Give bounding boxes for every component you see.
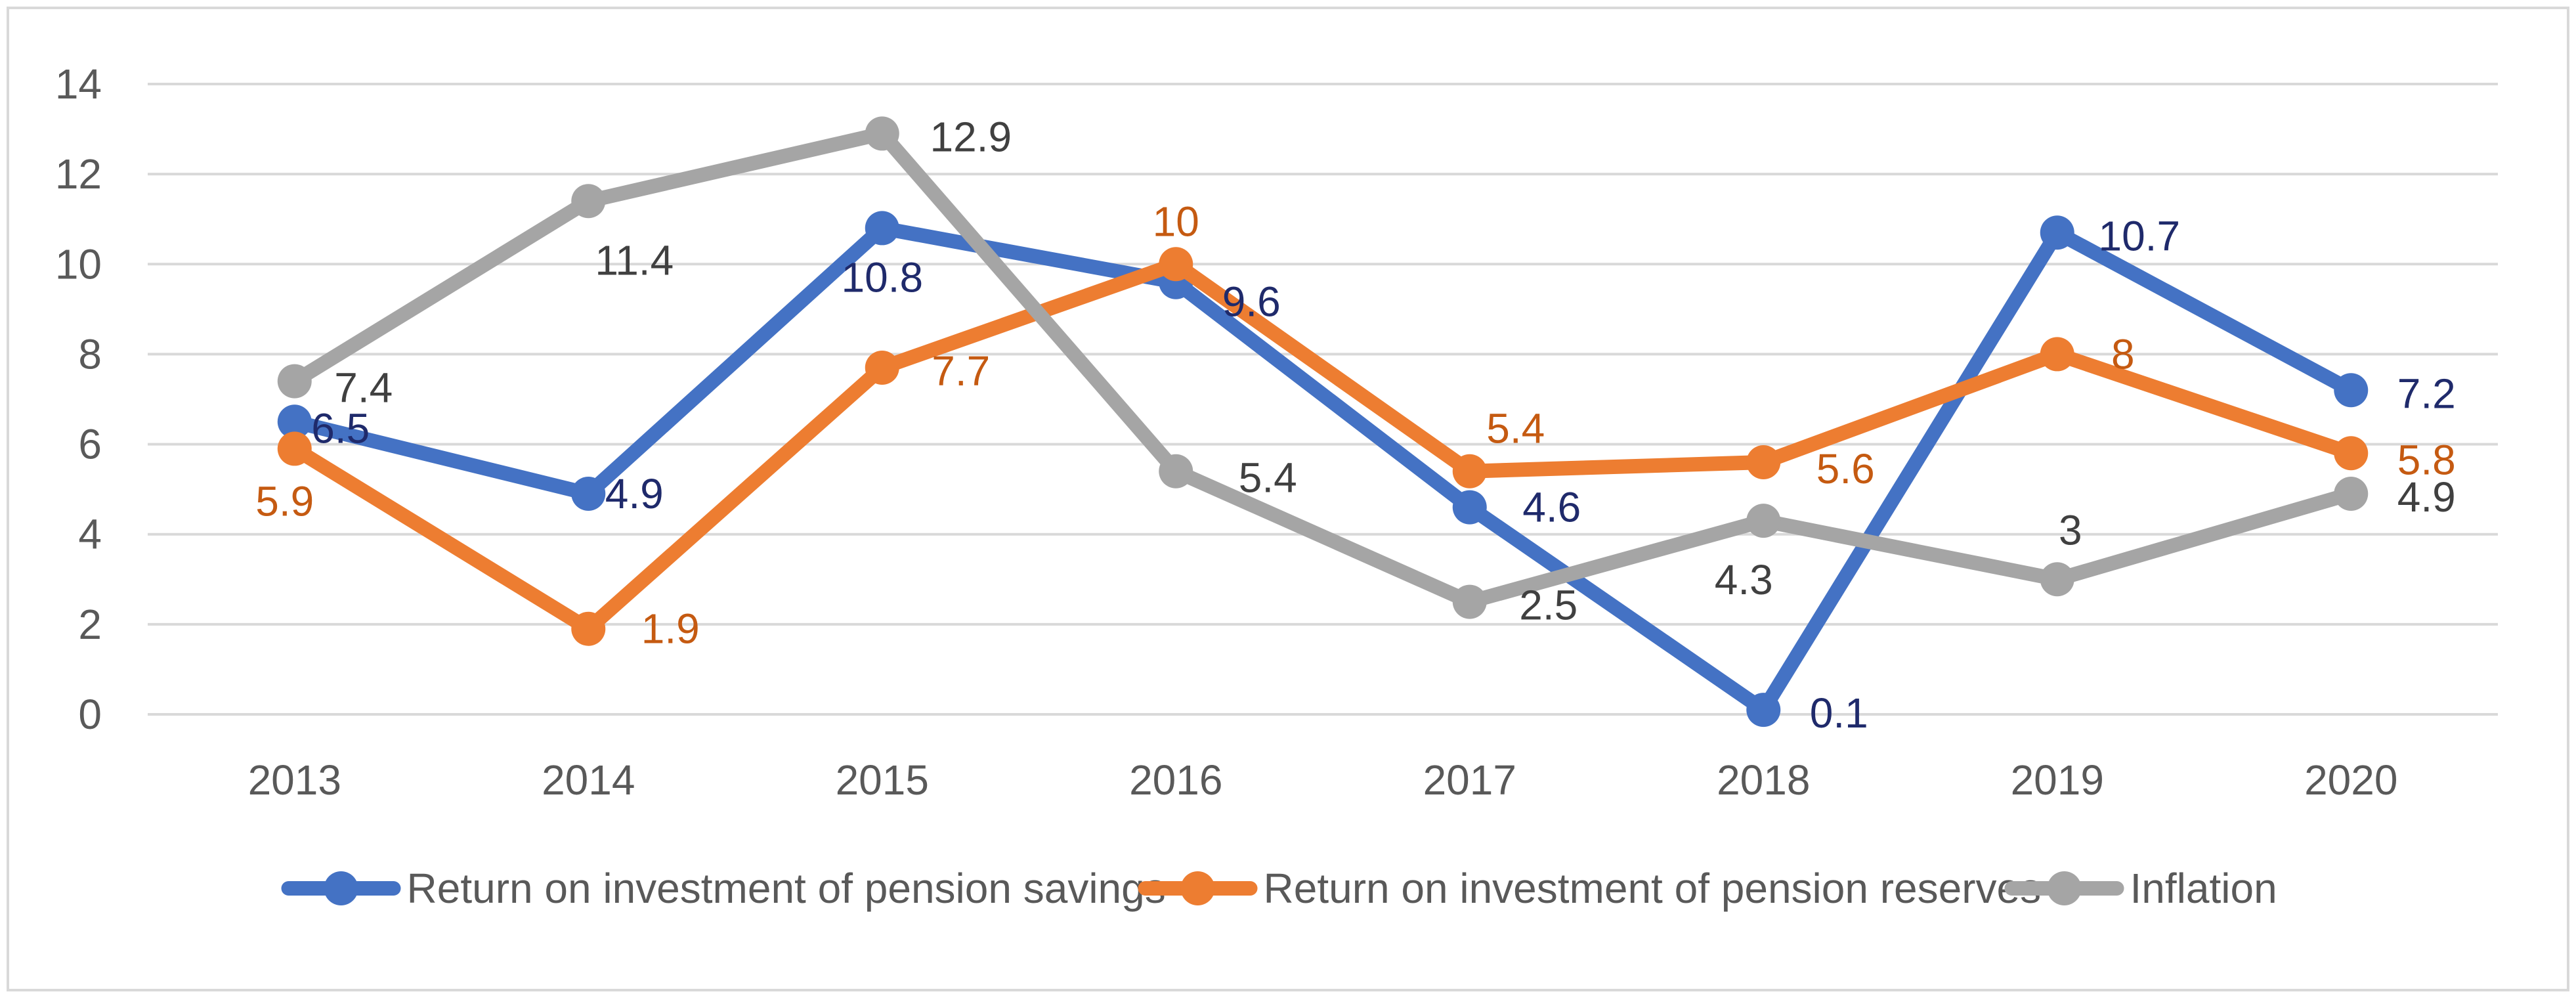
data-label: 11.4 xyxy=(595,236,674,284)
data-point xyxy=(1159,454,1193,488)
x-tick-label: 2015 xyxy=(836,756,929,804)
data-label: 10.7 xyxy=(2098,212,2180,259)
y-axis-ticks: 0 2 4 6 8 10 12 14 xyxy=(55,60,102,738)
data-label: 8 xyxy=(2111,330,2135,378)
chart-frame xyxy=(7,7,2569,991)
legend-item-return-on-investment-of-pension-reserves: Return on investment of pension reserves xyxy=(1138,865,2042,912)
x-tick-label: 2016 xyxy=(1129,756,1222,804)
x-tick-label: 2014 xyxy=(542,756,635,804)
y-tick-label: 12 xyxy=(55,150,102,198)
data-label: 3 xyxy=(2059,506,2082,553)
data-point xyxy=(2334,373,2369,408)
data-label: 7.4 xyxy=(334,364,393,412)
data-label: 4.6 xyxy=(1522,484,1581,531)
legend-item-return-on-investment-of-pension-savings: Return on investment of pension savings xyxy=(281,865,1166,912)
data-point xyxy=(2040,215,2074,250)
data-point xyxy=(277,431,312,466)
data-label: 1.9 xyxy=(641,605,700,653)
series-group xyxy=(277,116,2369,727)
series-line xyxy=(287,257,2359,636)
data-point xyxy=(2334,477,2369,511)
legend-item-inflation: Inflation xyxy=(2004,865,2277,912)
data-point xyxy=(1452,454,1487,488)
y-tick-label: 6 xyxy=(78,421,102,468)
legend-label: Return on investment of pension reserves xyxy=(1264,865,2042,912)
data-label: 6.5 xyxy=(311,404,370,452)
data-point xyxy=(1746,445,1781,479)
data-point xyxy=(571,184,606,219)
data-point xyxy=(1452,490,1487,525)
data-point xyxy=(865,116,899,151)
data-label: 4.9 xyxy=(2397,473,2456,521)
data-label: 5.4 xyxy=(1239,454,1297,502)
y-tick-label: 10 xyxy=(55,240,102,288)
data-point xyxy=(865,351,899,385)
data-point xyxy=(277,364,312,399)
x-tick-label: 2017 xyxy=(1423,756,1516,804)
data-label: 7.2 xyxy=(2397,370,2456,417)
series-return-on-investment-of-pension-savings xyxy=(277,211,2369,727)
data-point xyxy=(2334,436,2369,471)
x-tick-label: 2018 xyxy=(1717,756,1810,804)
data-point xyxy=(277,404,312,439)
series-line xyxy=(287,126,2359,609)
series-return-on-investment-of-pension-reserves xyxy=(277,247,2369,646)
data-point xyxy=(571,611,606,646)
data-point xyxy=(1452,584,1487,619)
data-point xyxy=(1746,693,1781,727)
y-tick-label: 4 xyxy=(78,511,102,558)
x-tick-label: 2020 xyxy=(2304,756,2397,804)
data-point xyxy=(2040,337,2074,372)
legend: Return on investment of pension savings R… xyxy=(281,865,2277,912)
data-label: 7.7 xyxy=(932,347,990,395)
legend-marker xyxy=(324,871,358,905)
data-point xyxy=(1159,247,1193,282)
data-label: 5.9 xyxy=(255,477,314,525)
data-label: 0.1 xyxy=(1810,689,1868,737)
y-tick-label: 8 xyxy=(78,330,102,378)
legend-marker xyxy=(1180,871,1215,905)
data-point xyxy=(2040,562,2074,597)
data-point xyxy=(571,477,606,511)
data-label: 4.3 xyxy=(1715,556,1773,603)
data-label: 12.9 xyxy=(930,113,1012,160)
y-tick-label: 2 xyxy=(78,601,102,648)
data-label: 5.8 xyxy=(2397,436,2456,483)
data-label: 9.6 xyxy=(1222,278,1281,326)
series-line xyxy=(287,221,2359,718)
y-tick-label: 14 xyxy=(55,60,102,108)
data-labels: 6.5 4.9 10.8 9.6 4.6 0.1 10.7 7.2 5.9 1.9 7.7 10 5.4… xyxy=(255,113,2455,737)
x-tick-label: 2019 xyxy=(2011,756,2104,804)
data-label: 4.9 xyxy=(605,470,664,517)
series-inflation xyxy=(277,116,2369,619)
x-axis-ticks: 2013 2014 2015 2016 2017 2018 2019 2020 xyxy=(248,756,2398,804)
data-label: 5.4 xyxy=(1486,405,1545,452)
x-tick-label: 2013 xyxy=(248,756,341,804)
data-label: 10 xyxy=(1153,198,1199,245)
y-tick-label: 0 xyxy=(78,691,102,738)
legend-label: Return on investment of pension savings xyxy=(407,865,1166,912)
legend-label: Inflation xyxy=(2130,865,2277,912)
data-point xyxy=(1746,504,1781,538)
data-label: 2.5 xyxy=(1519,582,1578,629)
data-label: 10.8 xyxy=(841,253,923,301)
data-point xyxy=(865,211,899,246)
legend-marker xyxy=(2047,871,2082,905)
data-label: 5.6 xyxy=(1816,445,1875,492)
